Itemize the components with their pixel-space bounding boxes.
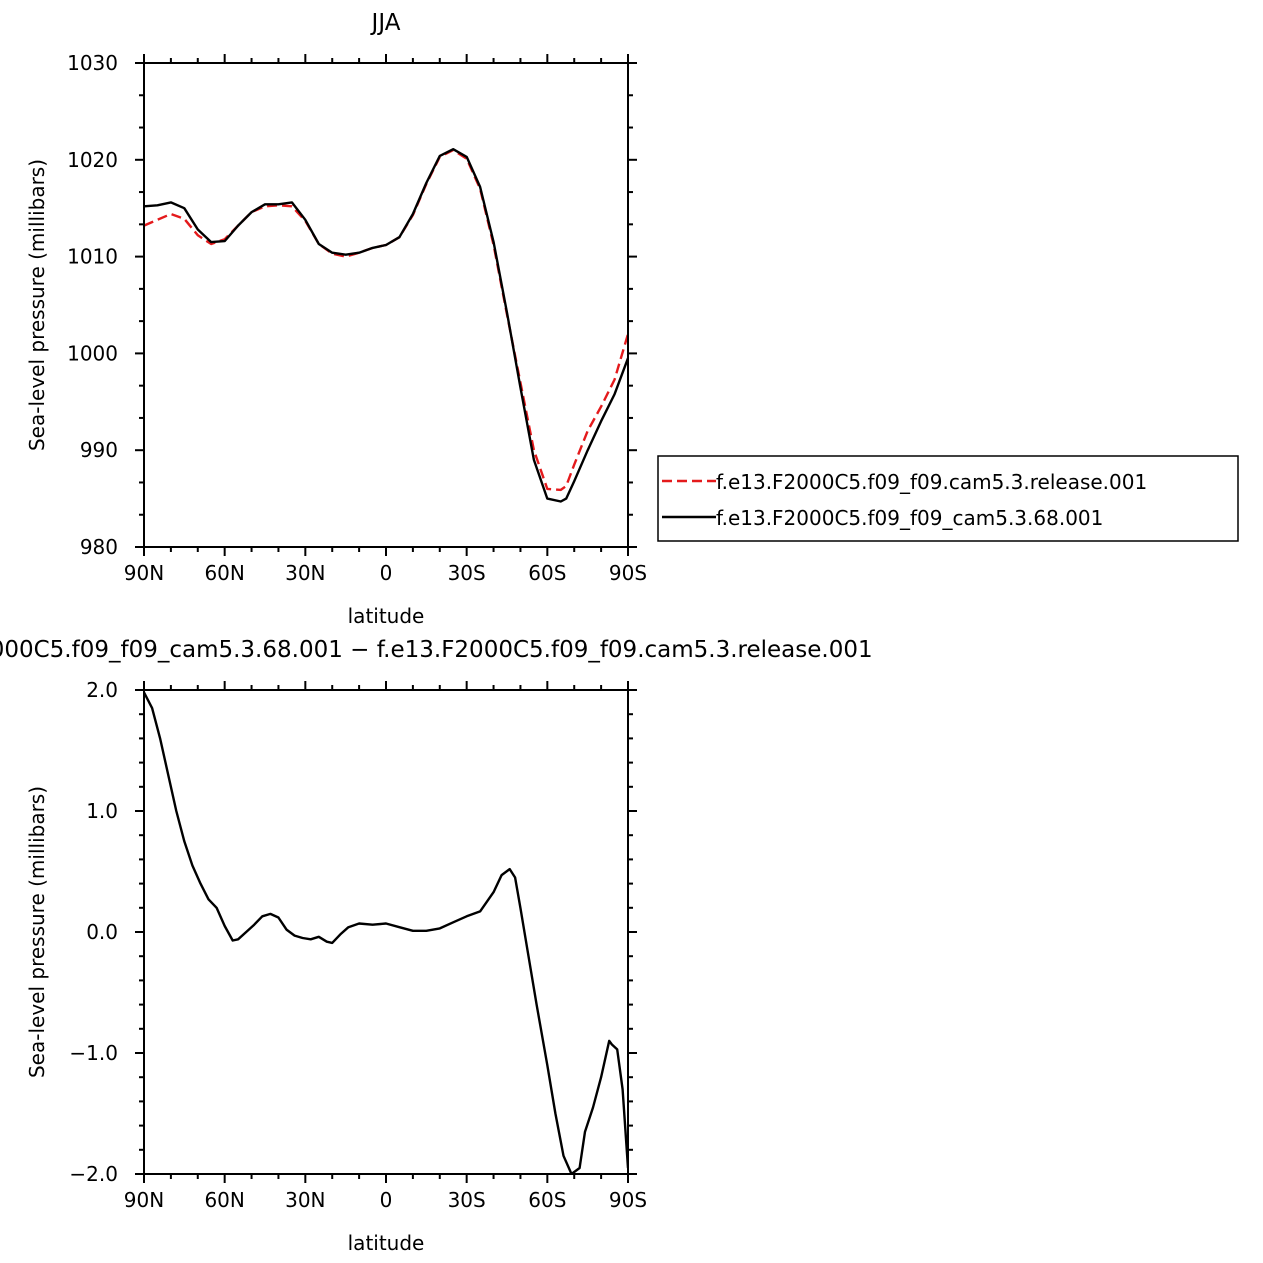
- y-tick-label: 980: [80, 535, 118, 559]
- y-tick-label: 1.0: [86, 799, 118, 823]
- series-line-1: [144, 691, 628, 1174]
- x-tick-label: 90N: [124, 561, 164, 585]
- y-tick-label: 1010: [67, 245, 118, 269]
- x-tick-label: 90N: [124, 1188, 164, 1212]
- x-tick-label: 90S: [609, 1188, 647, 1212]
- y-tick-label: 0.0: [86, 920, 118, 944]
- chart-title: JJA: [370, 10, 401, 36]
- y-axis-label: Sea-level pressure (millibars): [25, 159, 49, 451]
- y-tick-label: −1.0: [69, 1041, 118, 1065]
- plot-frame: [143, 689, 629, 1175]
- y-tick-label: 1020: [67, 148, 118, 172]
- x-tick-label: 60N: [204, 561, 244, 585]
- x-tick-label: 60S: [528, 1188, 566, 1212]
- y-tick-label: −2.0: [69, 1162, 118, 1186]
- x-tick-label: 60N: [204, 1188, 244, 1212]
- series-line-1: [144, 148, 628, 492]
- x-tick-label: 0: [380, 1188, 393, 1212]
- x-axis-label: latitude: [348, 604, 425, 628]
- x-tick-label: 0: [380, 561, 393, 585]
- y-tick-label: 1000: [67, 341, 118, 365]
- x-tick-label: 30N: [285, 561, 325, 585]
- x-tick-label: 30S: [448, 1188, 486, 1212]
- legend-box: [657, 455, 1239, 542]
- panel-2: 90N 60N 30N 0 30S 60S 90S −2.0 −1.0 0.0 1.0 2.0 lati…: [0, 637, 873, 1255]
- legend-label-1: f.e13.F2000C5.f09_f09.cam5.3.release.001: [716, 470, 1147, 494]
- panel-1: 90N 60N 30N 0 30S 60S 90S 980 990 1000 1010 1020 103…: [25, 10, 647, 628]
- x-tick-label: 90S: [609, 561, 647, 585]
- y-tick-label: 2.0: [86, 678, 118, 702]
- legend-label-2: f.e13.F2000C5.f09_f09_cam5.3.68.001: [716, 506, 1103, 530]
- y-tick-label: 1030: [67, 51, 118, 75]
- legend: f.e13.F2000C5.f09_f09.cam5.3.release.001…: [657, 455, 1239, 542]
- y-tick-label: 990: [80, 438, 118, 462]
- x-axis-label: latitude: [348, 1231, 425, 1255]
- x-tick-label: 30S: [448, 561, 486, 585]
- plot-frame: [143, 62, 629, 548]
- x-tick-label: 60S: [528, 561, 566, 585]
- series-group: [144, 691, 628, 1174]
- series-group: [144, 147, 628, 503]
- y-axis-label: Sea-level pressure (millibars): [25, 786, 49, 1078]
- x-tick-label: 30N: [285, 1188, 325, 1212]
- series-line-2: [144, 147, 628, 503]
- chart-title: f.e13.F2000C5.f09_f09_cam5.3.68.001 − f.…: [0, 637, 873, 663]
